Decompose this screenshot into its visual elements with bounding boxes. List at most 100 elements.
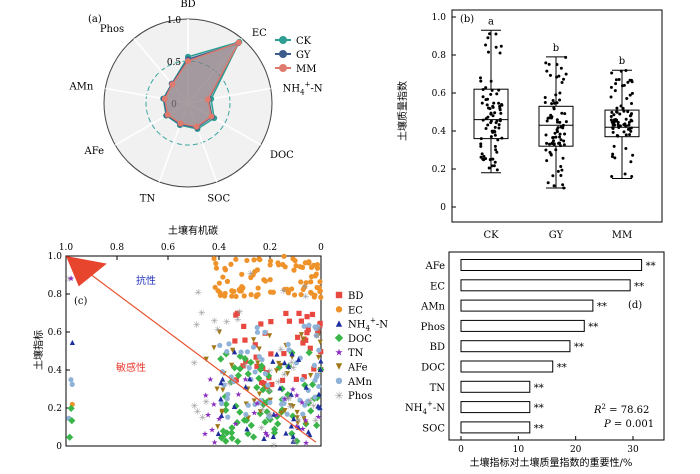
box-point [629,160,633,164]
scatter-xtick-label: 0.2 [263,243,277,253]
bar-significance: ** [534,403,544,414]
box-point [484,86,488,90]
scatter-point-NH4+-N [244,426,250,432]
radar-axis-label-sup: + [305,80,311,88]
scatter-point-TN: ★ [232,420,239,429]
box-point [496,138,500,142]
box-point [486,36,490,40]
scatter-point-AMn [265,382,271,388]
bar-category-label-main: NH [405,403,423,414]
box-plot-frame [451,9,663,223]
box-point [562,186,566,190]
scatter-point-AMn [259,356,265,363]
importance-bar-EC [460,279,631,292]
scatter-point-AMn [313,332,319,339]
scatter-point-EC [291,267,297,273]
scatter-point-TN: ★ [242,375,249,384]
scatter-point-NH4+-N [274,351,280,357]
radar-point-MM [177,120,184,127]
scatter-legend-label-main: TN [348,348,364,359]
box-point [630,174,634,178]
scatter-point-EC [282,286,288,293]
radar-radial-tick: 0 [171,100,177,110]
radar-axis-label-main: AMn [68,81,93,92]
scatter-point-EC [298,279,304,285]
box-point [545,159,549,163]
scatter-point-NH4+-N [218,412,225,418]
scatter-point-DOC [227,429,236,437]
legend-marker-GY [279,50,287,58]
scatter-point-AFe [220,387,226,393]
scatter-point-AFe [317,339,323,345]
scatter-point-Phos: ✳ [270,441,278,451]
box-point [493,130,497,134]
scatter-point-Phos: ✳ [258,424,266,434]
box-point [558,91,562,95]
scatter-point-EC [216,280,222,286]
scatter-point-AMn [224,348,230,355]
scatter-point-EC [215,288,221,294]
box-xtick-label: MM [612,230,632,241]
scatter-point-EC [293,263,299,269]
bar-category-label-main: AMn [420,302,445,313]
box-point [617,78,621,82]
box-point [627,120,631,124]
box-point [493,144,497,148]
scatter-point-DOC [264,372,273,380]
scatter-point-EC [281,253,287,259]
scatter-point-EC [313,271,319,277]
scatter-point-BD [258,321,264,327]
scatter-point-EC [229,293,235,299]
box-point [497,123,501,127]
scatter-point-BD [268,351,274,357]
box-point [617,124,621,128]
scatter-point-BD [311,366,317,372]
bar-category-label-sup: + [427,400,433,408]
box-point [613,123,617,127]
box-xtick-label: CK [483,230,499,241]
scatter-point-AMn [69,381,75,387]
scatter-legend-label: EC [348,305,363,316]
box-point [488,107,492,111]
scatter-legend-label-main: NH [348,320,366,331]
box-point [554,135,558,139]
scatter-point-AFe [307,373,314,379]
scatter-point-Phos: ✳ [194,289,202,299]
scatter-point-EC [270,289,276,295]
box-point [562,77,566,81]
importance-bar-AFe [460,259,643,271]
scatter-legend-marker-Phos: ✳ [334,389,343,402]
box-point [494,148,498,152]
box-point [624,147,628,151]
box-point [493,111,497,115]
scatter-point-AMn [254,329,261,335]
scatter-point-Phos: ✳ [290,364,298,374]
box-point [622,123,626,127]
scatter-point-EC [255,285,261,291]
radar-point-MM [193,123,200,130]
bar-xtick-label: 30 [627,445,639,455]
scatter-point-TN: ★ [281,394,288,403]
box-point [549,116,553,120]
box-point [491,114,495,118]
scatter-point-Phos: ✳ [191,402,199,412]
p-symbol: P [603,419,611,430]
box-letter: b [553,43,559,54]
scatter-point-EC [224,278,231,284]
box-point [561,183,565,187]
bar-category-label: BD [430,342,445,353]
scatter-point-AMn [252,401,258,407]
scatter-point-Phos: ✳ [225,380,233,390]
box-point [629,118,633,122]
scatter-point-NH4+-N [277,385,283,391]
scatter-ytick-label: 0.6 [48,328,63,338]
bar-category-label-tail: -N [433,403,445,414]
box-point [622,109,626,113]
box-point [494,45,498,49]
box-point [479,155,483,159]
scatter-point-Phos: ✳ [281,370,289,380]
scatter-xtick-label: 0.4 [212,243,227,253]
scatter-point-Phos: ✳ [247,270,255,280]
radar-radial-tick: 0.5 [167,58,182,68]
